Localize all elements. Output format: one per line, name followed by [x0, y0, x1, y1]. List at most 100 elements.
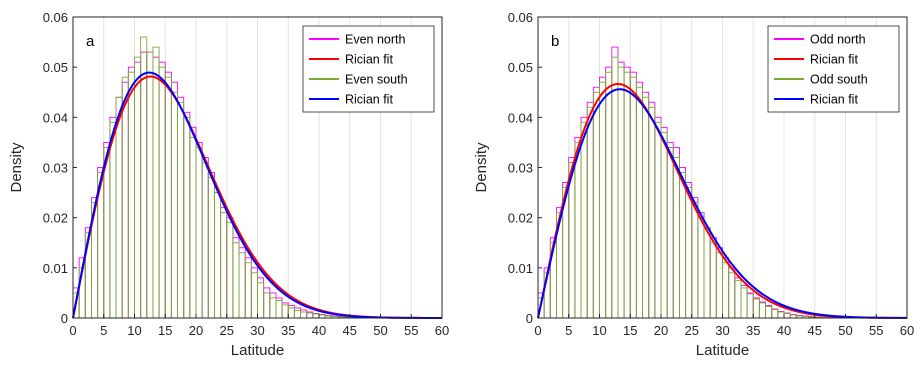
histogram-bar — [213, 192, 222, 319]
histogram-bar — [648, 106, 656, 319]
x-tick-label: 15 — [623, 323, 637, 338]
histogram-bar — [697, 212, 705, 319]
histogram-bar — [685, 187, 693, 319]
x-tick-label: 45 — [808, 323, 822, 338]
x-tick-label: 50 — [838, 323, 852, 338]
histogram-bar — [771, 309, 779, 319]
histogram-bar — [257, 277, 265, 319]
histogram-bar — [300, 311, 308, 319]
histogram-bar — [170, 81, 178, 319]
histogram-bar — [146, 51, 154, 319]
histogram-bar — [728, 267, 736, 319]
x-tick-label: 25 — [220, 323, 234, 338]
histogram-bar — [777, 311, 785, 319]
histogram-bar — [709, 237, 717, 319]
x-tick-label: 0 — [534, 323, 541, 338]
histogram-bar — [605, 71, 613, 319]
y-tick-label: 0.05 — [508, 60, 533, 75]
x-tick-label: 35 — [281, 323, 295, 338]
histogram-bar — [691, 202, 699, 319]
histogram-bar — [771, 308, 779, 319]
histogram-bar — [611, 46, 619, 319]
histogram-bar — [201, 157, 209, 319]
x-tick-label: 35 — [746, 323, 760, 338]
histogram-bar — [183, 116, 191, 319]
histogram-bar — [220, 212, 228, 319]
histogram-bar — [580, 121, 588, 319]
histogram-bar — [642, 91, 650, 319]
histogram-bar — [740, 284, 748, 319]
x-axis-label: Latitude — [696, 342, 749, 359]
histogram-bar — [740, 287, 748, 319]
histogram-bar — [722, 262, 730, 319]
histogram-bar — [103, 146, 111, 319]
legend-label: Rician fit — [810, 93, 858, 107]
histogram-bar — [140, 51, 148, 319]
histogram-bar — [629, 71, 637, 319]
histogram-bar — [654, 116, 662, 319]
histogram-bar — [660, 131, 668, 319]
y-tick-label: 0.04 — [508, 110, 533, 125]
histogram-bar — [164, 76, 172, 319]
histogram-bar — [586, 106, 594, 319]
x-tick-label: 55 — [869, 323, 883, 338]
histogram-bar — [232, 237, 240, 319]
histogram-bar — [617, 66, 625, 319]
x-tick-label: 30 — [715, 323, 729, 338]
histogram-bar — [232, 242, 240, 319]
y-tick-label: 0.03 — [508, 161, 533, 176]
legend: Odd north Rician fit Odd south Rician fit — [767, 25, 900, 113]
histogram-bar — [127, 71, 135, 319]
y-tick-label: 0 — [526, 311, 533, 326]
y-tick-label: 0.06 — [508, 10, 533, 25]
x-tick-label: 40 — [312, 323, 326, 338]
histogram-bar — [679, 172, 687, 319]
histogram-bar — [121, 81, 129, 319]
histogram-bar — [293, 307, 301, 319]
chart-panel-a: 0 5 10 15 20 25 30 35 40 45 50 55 60 0 0.01 0.02 0.03 0.0… — [8, 10, 449, 359]
panel-label: b — [551, 33, 559, 50]
histogram-bar — [709, 242, 717, 319]
legend-label: Rician fit — [345, 93, 393, 107]
histogram-bar — [722, 257, 730, 319]
histogram-bar — [275, 297, 283, 319]
y-tick-label: 0.05 — [43, 60, 68, 75]
histogram-bar — [617, 61, 625, 319]
histogram-bar — [586, 101, 594, 319]
histogram-bar — [697, 217, 705, 319]
histogram-bar — [207, 172, 215, 319]
histogram-bar — [238, 247, 246, 319]
histogram-bar — [257, 282, 265, 319]
histogram-bar — [592, 91, 600, 319]
legend-label: Even south — [345, 73, 408, 87]
x-tick-label: 50 — [373, 323, 387, 338]
histogram-bar — [177, 101, 185, 319]
histogram-bar — [599, 76, 607, 319]
histogram-bar — [146, 51, 154, 319]
histogram-bar — [189, 136, 197, 319]
histogram-bar — [666, 141, 674, 319]
x-tick-label: 20 — [189, 323, 203, 338]
histogram-bar — [758, 302, 767, 319]
histogram-bar — [238, 252, 246, 319]
histogram-bar — [306, 312, 314, 319]
x-tick-label: 55 — [404, 323, 418, 338]
x-tick-label: 25 — [685, 323, 699, 338]
x-tick-label: 60 — [435, 323, 449, 338]
y-tick-label: 0.02 — [508, 211, 533, 226]
panel-label: a — [86, 33, 95, 50]
histogram-bar — [765, 305, 773, 319]
histogram-bar — [213, 192, 222, 319]
histogram-bar — [758, 301, 767, 319]
histogram-bar — [121, 76, 129, 319]
legend-label: Even north — [345, 33, 406, 47]
histogram-bar — [269, 297, 277, 319]
histogram-bar — [158, 61, 166, 319]
histogram-bar — [201, 162, 209, 319]
histogram-bar — [623, 66, 631, 319]
histogram-bar — [703, 227, 711, 319]
histogram-bar — [715, 247, 723, 319]
histogram-bar — [152, 56, 160, 319]
histogram-bar — [746, 293, 754, 319]
